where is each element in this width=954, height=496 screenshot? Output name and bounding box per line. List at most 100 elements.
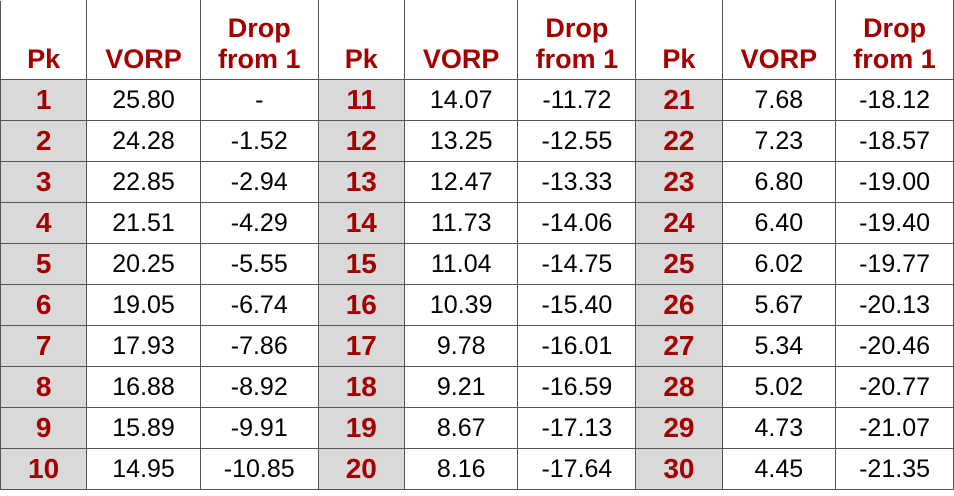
- pick-cell: 2: [0, 120, 88, 162]
- header-drop-line1: Drop: [227, 13, 291, 43]
- pick-cell: 23: [635, 161, 723, 203]
- header-drop-from-1: Drop from 1: [835, 0, 954, 80]
- pick-cell: 10: [0, 448, 88, 490]
- drop-cell: -1.52: [199, 120, 319, 162]
- vorp-cell: 15.89: [86, 407, 201, 449]
- header-pk: Pk: [317, 0, 405, 80]
- vorp-cell: 4.45: [721, 448, 837, 490]
- header-drop-line2: from 1: [535, 44, 619, 74]
- table-row: 9 15.89 -9.91 19 8.67 -17.13 29 4.73 -21.07: [0, 407, 954, 449]
- pick-cell: 13: [317, 161, 405, 203]
- table-row: 2 24.28 -1.52 12 13.25 -12.55 22 7.23 -18.57: [0, 120, 954, 162]
- header-drop-line2: from 1: [217, 44, 301, 74]
- drop-cell: -20.46: [835, 325, 954, 367]
- drop-cell: -13.33: [517, 161, 637, 203]
- table-row: 10 14.95 -10.85 20 8.16 -17.64 30 4.45 -21.35: [0, 448, 954, 490]
- pick-cell: 3: [0, 161, 88, 203]
- vorp-cell: 9.78: [403, 325, 519, 367]
- drop-cell: -15.40: [517, 284, 637, 326]
- drop-cell: -14.75: [517, 243, 637, 285]
- table-row: 5 20.25 -5.55 15 11.04 -14.75 25 6.02 -19.77: [0, 243, 954, 285]
- vorp-cell: 21.51: [86, 202, 201, 244]
- vorp-cell: 11.04: [403, 243, 519, 285]
- header-row: Pk VORP Drop from 1 Pk VORP Drop from 1 …: [0, 0, 954, 80]
- vorp-cell: 9.21: [403, 366, 519, 408]
- pick-cell: 11: [317, 79, 405, 121]
- drop-cell: -18.57: [835, 120, 954, 162]
- vorp-cell: 19.05: [86, 284, 201, 326]
- pick-cell: 25: [635, 243, 723, 285]
- vorp-cell: 6.02: [721, 243, 837, 285]
- header-pk: Pk: [635, 0, 723, 80]
- drop-cell: -16.59: [517, 366, 637, 408]
- pick-cell: 14: [317, 202, 405, 244]
- table-row: 6 19.05 -6.74 16 10.39 -15.40 26 5.67 -20.13: [0, 284, 954, 326]
- vorp-cell: 5.02: [721, 366, 837, 408]
- table-row: 3 22.85 -2.94 13 12.47 -13.33 23 6.80 -19.00: [0, 161, 954, 203]
- drop-cell: -21.07: [835, 407, 954, 449]
- pick-cell: 16: [317, 284, 405, 326]
- vorp-cell: 12.47: [403, 161, 519, 203]
- pick-cell: 18: [317, 366, 405, 408]
- table-row: 1 25.80-11 14.07 -11.72 21 7.68 -18.12: [0, 79, 954, 121]
- vorp-cell: 6.40: [721, 202, 837, 244]
- pick-cell: 15: [317, 243, 405, 285]
- table-row: 4 21.51 -4.29 14 11.73 -14.06 24 6.40 -19.40: [0, 202, 954, 244]
- vorp-cell: 16.88: [86, 366, 201, 408]
- drop-cell: -17.64: [517, 448, 637, 490]
- header-drop-line2: from 1: [853, 44, 936, 74]
- pick-cell: 26: [635, 284, 723, 326]
- header-vorp: VORP: [403, 0, 519, 80]
- vorp-cell: 5.34: [721, 325, 837, 367]
- drop-cell: -: [199, 79, 319, 121]
- pick-cell: 19: [317, 407, 405, 449]
- vorp-cell: 6.80: [721, 161, 837, 203]
- vorp-cell: 13.25: [403, 120, 519, 162]
- pick-cell: 4: [0, 202, 88, 244]
- header-drop-line1: Drop: [545, 13, 609, 43]
- pick-cell: 9: [0, 407, 88, 449]
- vorp-cell: 11.73: [403, 202, 519, 244]
- vorp-cell: 14.95: [86, 448, 201, 490]
- table-body: 1 25.80-11 14.07 -11.72 21 7.68 -18.12 2 24.28 -1…: [0, 79, 954, 490]
- pick-cell: 22: [635, 120, 723, 162]
- pick-cell: 24: [635, 202, 723, 244]
- vorp-cell: 24.28: [86, 120, 201, 162]
- drop-cell: -10.85: [199, 448, 319, 490]
- pick-cell: 30: [635, 448, 723, 490]
- pick-cell: 21: [635, 79, 723, 121]
- drop-cell: -4.29: [199, 202, 319, 244]
- vorp-cell: 22.85: [86, 161, 201, 203]
- drop-cell: -20.13: [835, 284, 954, 326]
- header-vorp: VORP: [721, 0, 837, 80]
- pick-cell: 12: [317, 120, 405, 162]
- pick-cell: 5: [0, 243, 88, 285]
- header-drop-from-1: Drop from 1: [517, 0, 637, 80]
- pick-cell: 28: [635, 366, 723, 408]
- drop-cell: -6.74: [199, 284, 319, 326]
- pick-cell: 17: [317, 325, 405, 367]
- drop-cell: -21.35: [835, 448, 954, 490]
- vorp-cell: 10.39: [403, 284, 519, 326]
- pick-cell: 27: [635, 325, 723, 367]
- drop-cell: -7.86: [199, 325, 319, 367]
- vorp-cell: 14.07: [403, 79, 519, 121]
- drop-cell: -5.55: [199, 243, 319, 285]
- vorp-cell: 7.23: [721, 120, 837, 162]
- drop-cell: -14.06: [517, 202, 637, 244]
- drop-cell: -20.77: [835, 366, 954, 408]
- pick-cell: 1: [0, 79, 88, 121]
- header-drop-line1: Drop: [863, 13, 927, 43]
- pick-cell: 8: [0, 366, 88, 408]
- drop-cell: -11.72: [517, 79, 637, 121]
- drop-cell: -16.01: [517, 325, 637, 367]
- drop-cell: -19.40: [835, 202, 954, 244]
- pick-cell: 29: [635, 407, 723, 449]
- header-pk: Pk: [0, 0, 88, 80]
- table-row: 8 16.88 -8.92 18 9.21 -16.59 28 5.02 -20.77: [0, 366, 954, 408]
- drop-cell: -19.77: [835, 243, 954, 285]
- vorp-cell: 20.25: [86, 243, 201, 285]
- table-row: 7 17.93 -7.86 17 9.78 -16.01 27 5.34 -20.46: [0, 325, 954, 367]
- vorp-cell: 7.68: [721, 79, 837, 121]
- drop-cell: -17.13: [517, 407, 637, 449]
